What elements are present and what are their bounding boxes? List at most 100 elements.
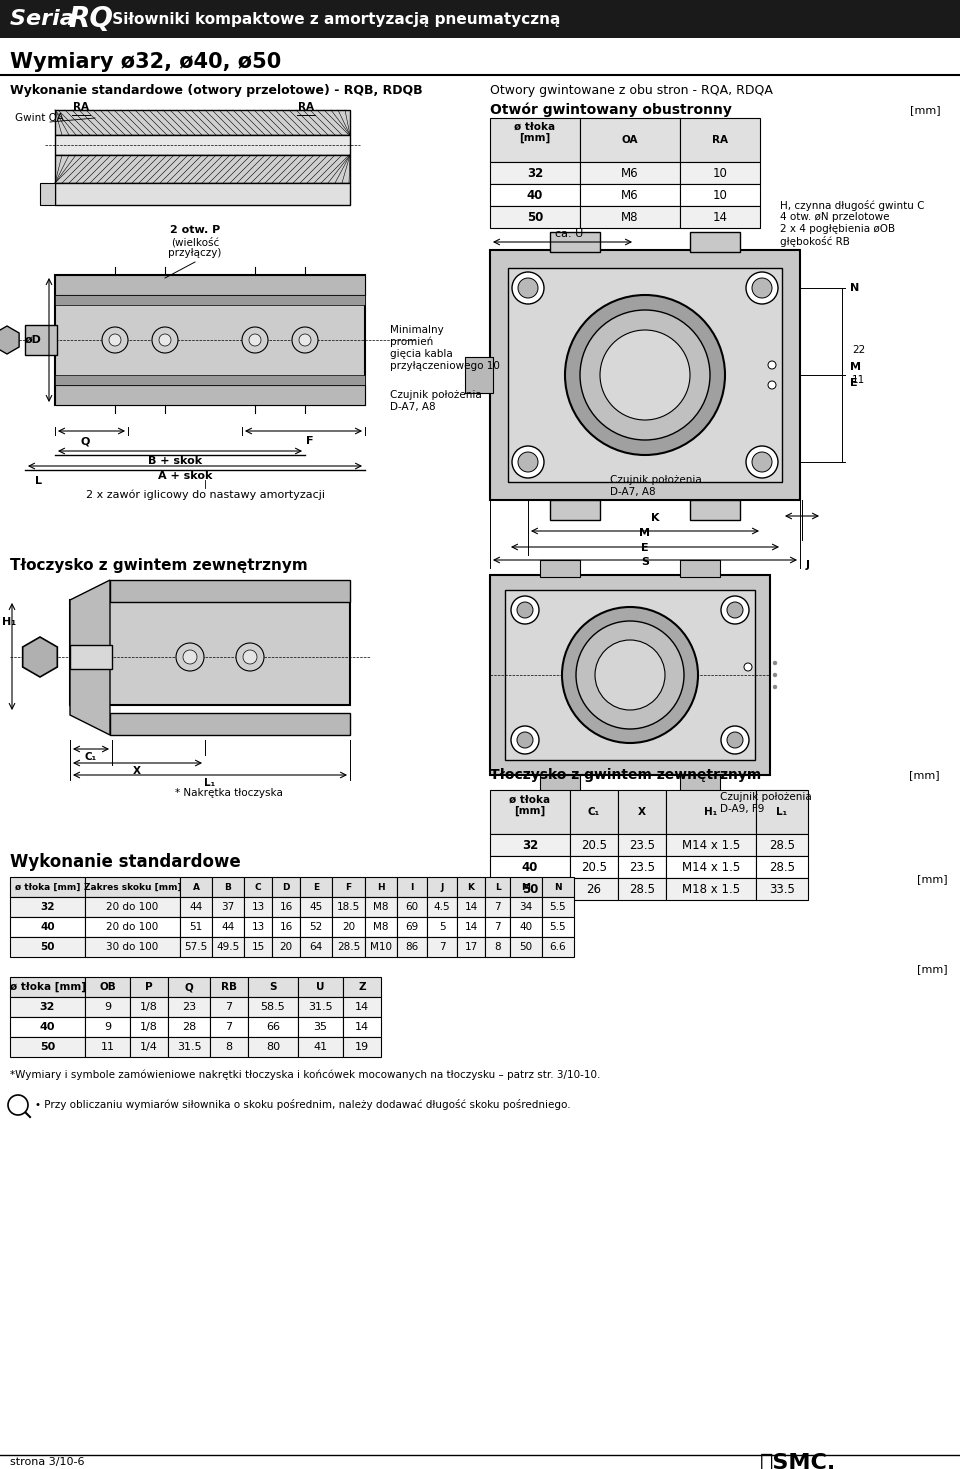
Circle shape xyxy=(746,447,778,477)
Text: 66: 66 xyxy=(266,1022,280,1033)
Text: M6: M6 xyxy=(621,166,638,179)
Text: przyłączy): przyłączy) xyxy=(168,248,222,259)
Text: E: E xyxy=(850,378,857,388)
Text: H₁: H₁ xyxy=(705,806,718,817)
Text: RA: RA xyxy=(73,101,89,112)
Bar xyxy=(300,937,332,956)
Text: 14: 14 xyxy=(465,923,478,931)
Circle shape xyxy=(727,732,743,748)
Text: 13: 13 xyxy=(252,902,265,912)
Circle shape xyxy=(518,452,538,472)
Text: M8: M8 xyxy=(373,923,389,931)
Text: Zakres skoku [mm]: Zakres skoku [mm] xyxy=(84,883,181,892)
Text: 17: 17 xyxy=(465,942,478,952)
Text: M14 x 1.5: M14 x 1.5 xyxy=(682,839,740,852)
Text: 33.5: 33.5 xyxy=(769,883,795,896)
Text: 60: 60 xyxy=(405,902,419,912)
Bar xyxy=(10,898,85,917)
Text: 7: 7 xyxy=(494,923,501,931)
Text: Siłowniki kompaktowe z amortyzacją pneumatyczną: Siłowniki kompaktowe z amortyzacją pneum… xyxy=(107,12,561,26)
Circle shape xyxy=(512,272,544,304)
Bar xyxy=(580,162,680,184)
Text: L: L xyxy=(35,476,42,486)
Text: 20: 20 xyxy=(279,942,293,952)
Bar xyxy=(756,834,808,856)
Bar xyxy=(85,898,180,917)
Bar xyxy=(397,917,427,937)
Text: 5.5: 5.5 xyxy=(550,923,566,931)
Text: ca. U: ca. U xyxy=(555,229,584,239)
Bar xyxy=(756,856,808,878)
Text: 28.5: 28.5 xyxy=(769,839,795,852)
Bar xyxy=(298,1017,343,1037)
Bar xyxy=(110,580,350,602)
Bar xyxy=(343,977,381,997)
Bar xyxy=(540,776,580,792)
Text: RA: RA xyxy=(298,101,314,112)
Text: 14: 14 xyxy=(712,210,728,223)
Text: J: J xyxy=(806,560,810,570)
Text: RB: RB xyxy=(221,981,237,992)
Text: Z: Z xyxy=(358,981,366,992)
Text: * Nakrętka tłoczyska: * Nakrętka tłoczyska xyxy=(175,787,283,798)
Text: 34: 34 xyxy=(519,902,533,912)
Bar xyxy=(180,898,212,917)
Bar xyxy=(343,997,381,1017)
Circle shape xyxy=(242,328,268,353)
Text: 6.6: 6.6 xyxy=(550,942,566,952)
Bar xyxy=(85,917,180,937)
Bar xyxy=(55,275,365,405)
Polygon shape xyxy=(0,326,19,354)
Circle shape xyxy=(299,333,311,347)
Bar xyxy=(427,898,457,917)
Text: OA: OA xyxy=(622,135,638,145)
Text: Wykonanie standardowe (otwory przelotowe) - RQB, RDQB: Wykonanie standardowe (otwory przelotowe… xyxy=(10,84,422,97)
Bar xyxy=(490,834,570,856)
Bar xyxy=(244,937,272,956)
Bar xyxy=(485,917,510,937)
Bar xyxy=(130,977,168,997)
Text: 30 do 100: 30 do 100 xyxy=(107,942,158,952)
Text: H, czynna długość gwintu C: H, czynna długość gwintu C xyxy=(780,200,924,210)
Text: Q: Q xyxy=(81,436,89,447)
Text: 35: 35 xyxy=(314,1022,327,1033)
Circle shape xyxy=(517,602,533,618)
Bar xyxy=(490,206,580,228)
Bar xyxy=(212,937,244,956)
Text: 40: 40 xyxy=(39,1022,56,1033)
Bar xyxy=(397,877,427,898)
Circle shape xyxy=(746,272,778,304)
Bar xyxy=(55,110,350,135)
Text: M14 x 1.5: M14 x 1.5 xyxy=(682,861,740,874)
Text: 7: 7 xyxy=(494,902,501,912)
Text: 7: 7 xyxy=(226,1002,232,1012)
Bar xyxy=(300,917,332,937)
Circle shape xyxy=(176,643,204,671)
Text: Minimalny: Minimalny xyxy=(390,325,444,335)
Bar xyxy=(210,1037,248,1058)
Text: N: N xyxy=(850,284,859,292)
Circle shape xyxy=(159,333,171,347)
Text: B: B xyxy=(225,883,231,892)
Bar xyxy=(55,385,365,405)
Bar xyxy=(666,878,756,900)
Bar xyxy=(332,898,365,917)
Bar xyxy=(85,1037,130,1058)
Text: 15: 15 xyxy=(252,942,265,952)
Text: 11: 11 xyxy=(852,375,865,385)
Bar xyxy=(680,118,760,162)
Text: 4 otw. øN przelotowe: 4 otw. øN przelotowe xyxy=(780,212,890,222)
Bar xyxy=(298,1037,343,1058)
Text: 37: 37 xyxy=(222,902,234,912)
Text: 1/8: 1/8 xyxy=(140,1002,158,1012)
Bar xyxy=(272,877,300,898)
Text: M: M xyxy=(850,361,861,372)
Text: Tłoczysko z gwintem zewnętrznym: Tłoczysko z gwintem zewnętrznym xyxy=(10,558,308,573)
Bar xyxy=(10,917,85,937)
Text: 31.5: 31.5 xyxy=(308,1002,333,1012)
Bar xyxy=(457,937,485,956)
Bar xyxy=(212,877,244,898)
Text: H: H xyxy=(377,883,385,892)
Text: 10: 10 xyxy=(712,188,728,201)
Text: 18.5: 18.5 xyxy=(337,902,360,912)
